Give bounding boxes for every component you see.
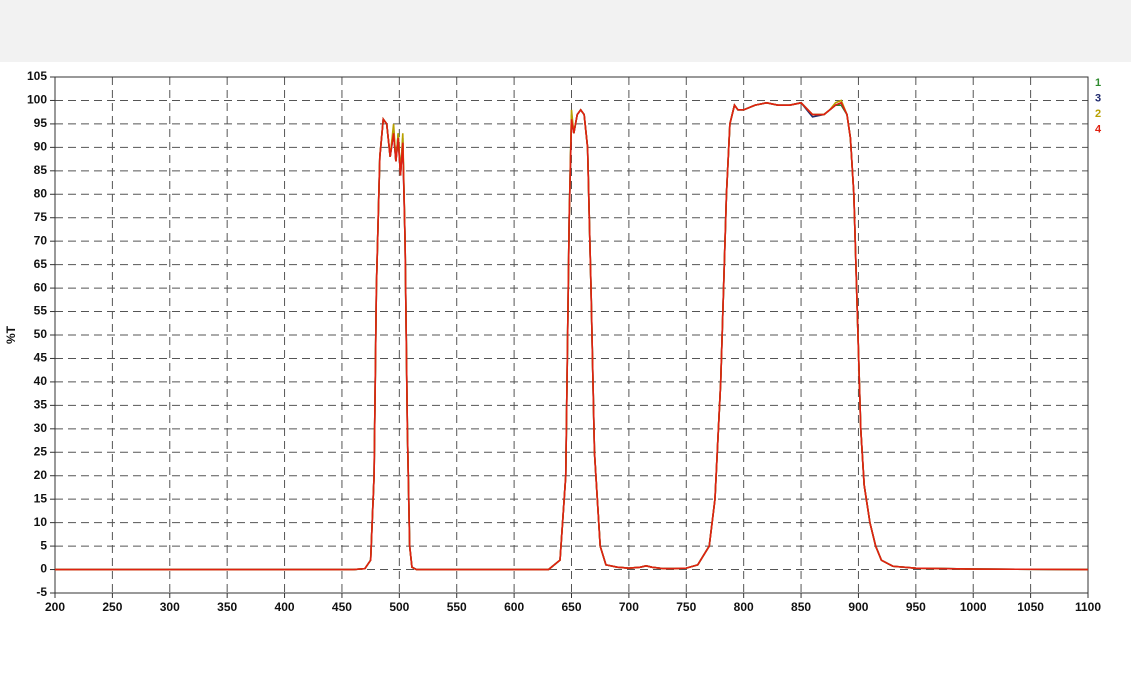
y-tick-label: 25 [34, 444, 48, 458]
y-axis-label: %T [4, 325, 18, 344]
legend-entry: 4 [1095, 123, 1102, 135]
x-tick-label: 1000 [960, 600, 987, 614]
y-tick-label: 40 [34, 374, 48, 388]
y-tick-label: 10 [34, 515, 48, 529]
series-line [55, 101, 1089, 571]
y-tick-label: 20 [34, 468, 48, 482]
y-tick-label: 0 [40, 562, 47, 576]
y-tick-label: 75 [34, 210, 48, 224]
x-tick-label: 1100 [1075, 600, 1101, 614]
x-tick-label: 600 [504, 600, 524, 614]
x-tick-label: 250 [102, 600, 122, 614]
x-tick-label: 400 [275, 600, 295, 614]
x-tick-label: 950 [906, 600, 926, 614]
y-tick-label: 105 [27, 69, 47, 83]
y-tick-label: 50 [34, 327, 48, 341]
x-tick-label: 450 [332, 600, 352, 614]
y-tick-label: 30 [34, 421, 48, 435]
legend-entry: 2 [1095, 108, 1101, 120]
x-tick-label: 350 [217, 600, 237, 614]
y-tick-label: 85 [34, 163, 48, 177]
x-tick-label: 850 [791, 600, 811, 614]
x-tick-label: 800 [734, 600, 754, 614]
x-tick-label: 900 [848, 600, 868, 614]
y-tick-label: 60 [34, 280, 48, 294]
y-tick-label: 65 [34, 257, 48, 271]
x-tick-label: 750 [676, 600, 696, 614]
y-tick-label: -5 [36, 585, 47, 599]
y-tick-label: 90 [34, 140, 48, 154]
x-tick-label: 650 [561, 600, 581, 614]
plot-frame [54, 76, 1089, 594]
y-tick-label: 15 [34, 491, 48, 505]
x-tick-label: 300 [160, 600, 180, 614]
y-tick-label: 80 [34, 186, 48, 200]
legend-entry: 3 [1095, 92, 1101, 104]
legend-entry: 1 [1095, 77, 1101, 89]
y-tick-label: 45 [34, 351, 48, 365]
y-tick-label: 55 [34, 304, 48, 318]
x-tick-label: 1050 [1017, 600, 1044, 614]
y-tick-label: 35 [34, 398, 48, 412]
x-tick-label: 700 [619, 600, 639, 614]
x-tick-label: 550 [447, 600, 467, 614]
y-tick-label: 70 [34, 233, 48, 247]
top-band [0, 0, 1131, 62]
x-tick-label: 200 [45, 600, 65, 614]
x-tick-label: 500 [389, 600, 409, 614]
y-tick-label: 5 [40, 538, 47, 552]
y-tick-label: 95 [34, 116, 48, 130]
y-tick-label: 100 [27, 93, 47, 107]
